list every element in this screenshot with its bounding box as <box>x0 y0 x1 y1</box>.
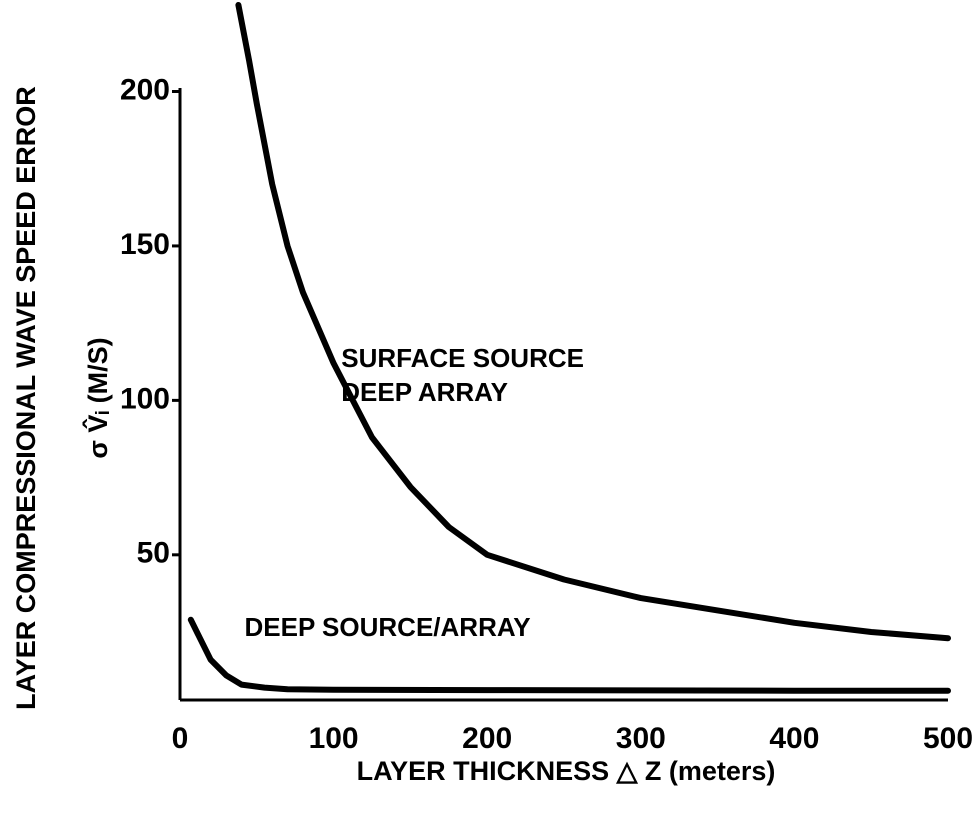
y-tick-label: 150 <box>120 228 170 261</box>
curve <box>235 2 951 642</box>
x-tick-label: 300 <box>616 722 666 755</box>
x-tick-label: 0 <box>172 722 189 755</box>
x-tick-label: 200 <box>462 722 512 755</box>
y-tick-label: 100 <box>120 382 170 415</box>
x-tick-label: 500 <box>923 722 973 755</box>
annotation: DEEP SOURCE/ARRAY <box>245 612 531 642</box>
y-axis-label: σ V̂ᵢ (M/S) <box>81 337 113 458</box>
y-axis-label: LAYER COMPRESSIONAL WAVE SPEED ERROR <box>11 86 41 710</box>
x-axis-label: LAYER THICKNESS △ Z (meters) <box>357 756 776 786</box>
x-tick-label: 400 <box>769 722 819 755</box>
x-tick-label: 100 <box>309 722 359 755</box>
annotation: DEEP ARRAY <box>341 377 508 407</box>
annotation: SURFACE SOURCE <box>341 343 584 373</box>
curve <box>187 616 951 694</box>
y-tick-label: 50 <box>137 537 170 570</box>
y-tick-label: 200 <box>120 73 170 106</box>
